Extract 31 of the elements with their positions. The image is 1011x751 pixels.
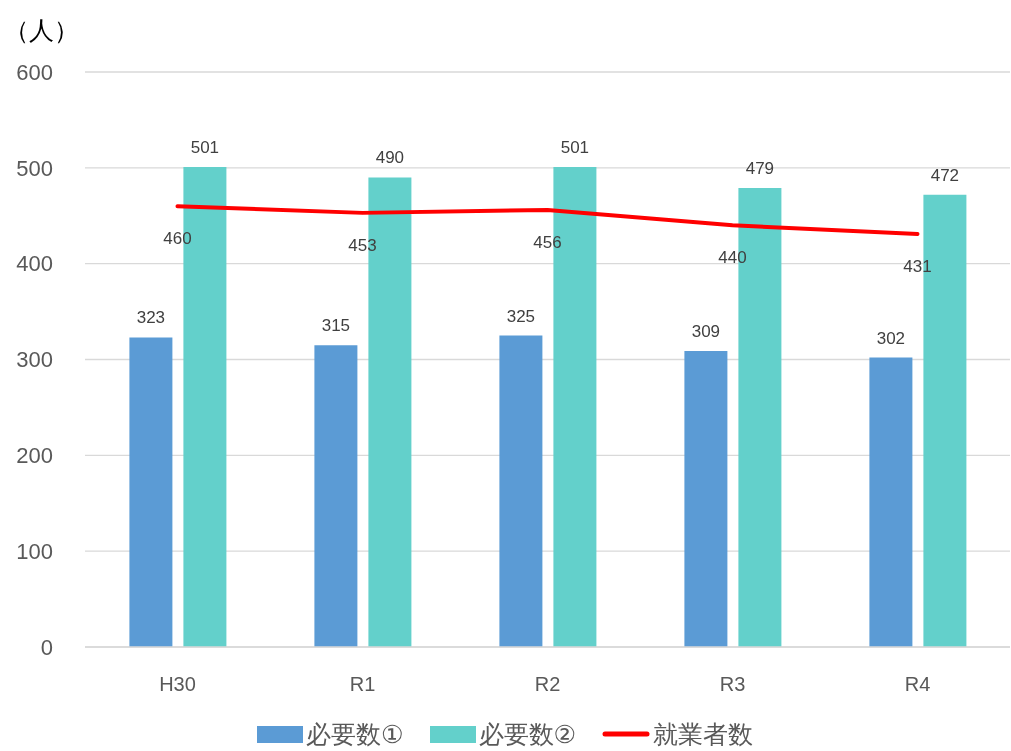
legend-label: 必要数①: [306, 718, 404, 750]
bar: [869, 357, 913, 647]
y-tick-label: 0: [40, 634, 53, 660]
x-tick-label: R4: [904, 673, 931, 696]
y-tick-label: 500: [16, 155, 53, 181]
x-tick-label: R2: [534, 673, 561, 696]
y-tick-label: 400: [16, 251, 53, 277]
data-label: 325: [506, 306, 536, 326]
data-label: 302: [876, 328, 906, 348]
bar: [314, 345, 358, 647]
legend-label: 必要数②: [478, 718, 576, 750]
data-label: 315: [321, 316, 351, 336]
data-label: 472: [930, 165, 960, 185]
data-label: 501: [560, 137, 590, 157]
data-label: 309: [691, 321, 721, 341]
legend-label: 就業者数: [652, 718, 753, 750]
data-label: 490: [375, 148, 405, 168]
bar: [499, 335, 543, 647]
x-tick-label: R1: [349, 673, 376, 696]
y-axis-title: （人）: [4, 15, 79, 46]
x-tick-label: R3: [719, 673, 746, 696]
bar: [684, 350, 728, 647]
data-label: 323: [136, 308, 166, 328]
data-label: 501: [190, 137, 220, 157]
data-label: 479: [745, 158, 775, 178]
y-tick-label: 100: [16, 538, 53, 564]
y-tick-label: 600: [16, 59, 53, 85]
x-tick-label: H30: [159, 673, 196, 696]
bar: [129, 337, 173, 647]
y-tick-label: 300: [16, 347, 53, 373]
y-tick-label: 200: [16, 443, 53, 469]
